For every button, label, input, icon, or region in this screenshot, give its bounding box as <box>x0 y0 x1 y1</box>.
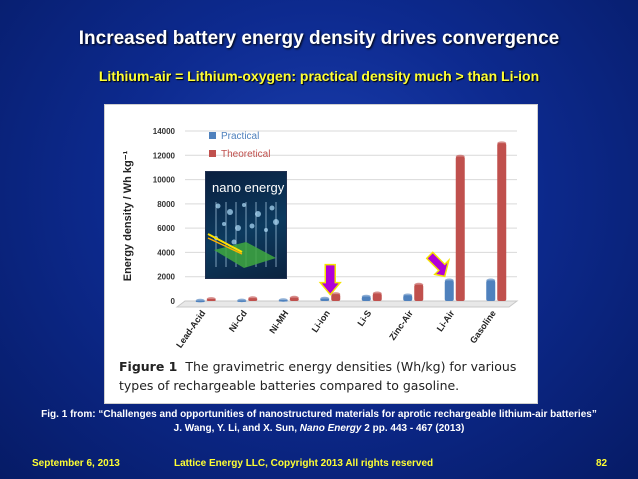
y-tick-label: 14000 <box>153 127 176 136</box>
footer-copyright: Lattice Energy LLC, Copyright 2013 All r… <box>174 458 434 469</box>
legend-swatch <box>209 132 216 139</box>
bar-cap <box>237 298 247 303</box>
highlight-arrow <box>425 251 451 278</box>
x-tick-label: Li-S <box>355 308 373 328</box>
bar-theoretical <box>455 156 465 301</box>
slide-title: Increased battery energy density drives … <box>78 28 560 49</box>
caption-label: Figure 1 <box>119 359 178 374</box>
bar-cap <box>278 298 288 302</box>
source-journal: Nano Energy <box>299 423 362 434</box>
y-tick-label: 4000 <box>157 248 175 257</box>
bar-cap <box>372 291 382 296</box>
bar-cap <box>497 141 507 145</box>
bar-cap <box>206 297 216 301</box>
bar-cap <box>486 278 496 283</box>
y-tick-label: 10000 <box>153 176 176 185</box>
bar-cap <box>455 154 465 159</box>
source-citation: Fig. 1 from: “Challenges and opportuniti… <box>0 408 638 436</box>
x-tick-label: Zinc-Air <box>387 308 415 342</box>
y-tick-label: 0 <box>171 297 176 306</box>
bar-cap <box>414 282 424 287</box>
y-tick-label: 12000 <box>153 151 176 160</box>
legend-label: Theoretical <box>221 149 270 160</box>
bar-cap <box>361 294 371 299</box>
x-tick-label: Lead-Acid <box>174 308 207 349</box>
bar-cap <box>444 278 454 283</box>
x-tick-label: Li-Air <box>435 308 457 333</box>
x-tick-label: Ni-MH <box>267 308 290 335</box>
slide-subtitle: Lithium-air = Lithium-oxygen: practical … <box>98 68 540 84</box>
energy-density-chart: 0 2000 4000 6000 8000 10000 12000 14000 Energy d… <box>122 127 519 350</box>
bar-cap <box>248 296 258 300</box>
figure-caption: Figure 1 The gravimetric energy densities… <box>119 357 529 395</box>
source-line-1: Fig. 1 from: “Challenges and opportuniti… <box>41 409 597 420</box>
bar-theoretical <box>372 293 382 301</box>
bar-cap <box>320 296 330 301</box>
x-tick-label: Ni-Cd <box>227 308 249 333</box>
source-authors: J. Wang, Y. Li, and X. Sun, <box>173 423 300 434</box>
y-tick-label: 6000 <box>157 224 175 233</box>
cover-title: nano energy <box>212 180 285 195</box>
y-axis-label: Energy density / Wh kg⁻¹ <box>122 150 134 281</box>
legend-swatch <box>209 150 216 157</box>
chart-floor <box>175 300 519 308</box>
legend-label: Practical <box>221 131 259 142</box>
y-tick-label: 8000 <box>157 200 175 209</box>
source-line-2: J. Wang, Y. Li, and X. Sun, Nano Energy … <box>0 422 638 436</box>
caption-text: The gravimetric energy densities (Wh/kg)… <box>119 359 517 393</box>
bar-practical <box>444 280 454 301</box>
x-tick-label: Li-ion <box>310 308 332 334</box>
journal-cover-image: nano energy <box>205 171 287 279</box>
bar-theoretical <box>497 143 507 301</box>
bar-cap <box>403 293 413 298</box>
cover-graphic <box>207 202 279 268</box>
bar-cap <box>289 295 299 300</box>
y-tick-label: 2000 <box>157 273 175 282</box>
highlight-arrow <box>318 263 342 296</box>
bar-theoretical <box>331 294 341 301</box>
bar-cap <box>331 292 341 296</box>
bar-cap <box>195 298 205 303</box>
footer-page-number: 82 <box>596 458 608 469</box>
bar-practical <box>486 280 496 301</box>
figure-panel: 0 2000 4000 6000 8000 10000 12000 14000 Energy d… <box>104 104 538 404</box>
x-tick-label: Gasoline <box>468 308 498 345</box>
footer-date: September 6, 2013 <box>32 458 120 469</box>
source-pages: 2 pp. 443 - 467 (2013) <box>361 423 465 434</box>
bar-theoretical <box>414 284 424 301</box>
